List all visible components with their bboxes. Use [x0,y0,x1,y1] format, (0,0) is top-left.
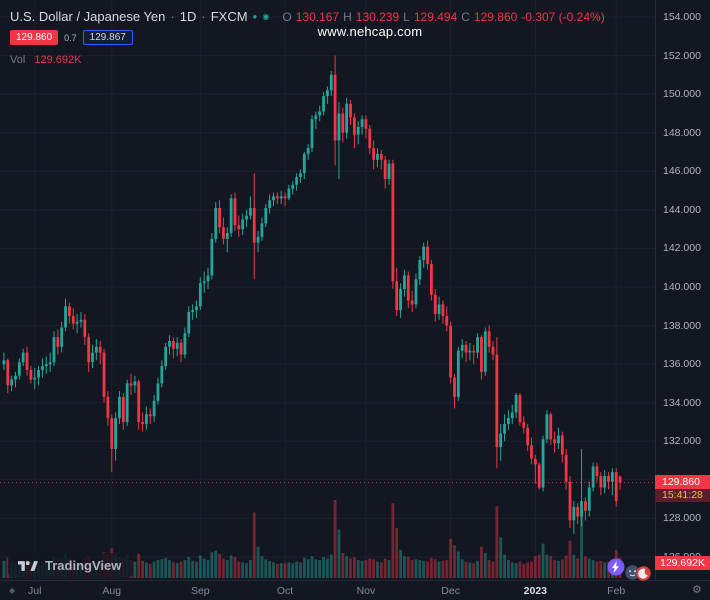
open-value: 130.167 [295,9,340,24]
market-status-icon: ● [252,11,258,21]
ohlc-readout: O 130.167 H 130.239 L 129.494 C 129.860 … [282,10,604,24]
exchange-label[interactable]: FXCM [210,9,248,24]
price-tick: 140.000 [663,281,701,293]
bar-countdown: 15:41:28 [655,488,710,502]
price-tick: 128.000 [663,512,701,525]
price-tick: 136.000 [663,358,701,371]
tradingview-logo[interactable]: TradingView [8,553,134,578]
last-price-marker: 129.860 15:41:28 [655,474,710,502]
price-tick: 142.000 [663,242,701,255]
last-price-value: 129.860 [655,474,710,489]
close-value: 129.860 [473,9,518,24]
sell-button[interactable]: 129.860 [10,30,59,45]
volume-indicator-label[interactable]: Vol [10,54,26,66]
price-tick: 132.000 [663,435,701,448]
time-tick: Jul [28,585,42,597]
timeframe-label[interactable]: 1D [179,9,197,24]
buy-button[interactable]: 129.867 [82,30,133,45]
emoji-moon-icon[interactable] [636,566,651,581]
time-tick: 2023 [523,585,548,597]
last-volume-marker: 129.692K [655,555,710,570]
spread-value: 0.7 [64,32,77,43]
price-tick: 152.000 [663,49,701,62]
axis-corner-icon[interactable]: ◆ [9,586,16,595]
time-tick: Oct [276,585,294,597]
high-label: H [343,9,352,24]
change-value: -0.307 (-0.24%) [521,9,605,24]
low-label: L [403,9,410,24]
legend: U.S. Dollar / Japanese Yen · 1D · FXCM ●… [10,9,605,66]
lightning-icon[interactable] [607,558,625,576]
separator: · [201,9,206,24]
price-tick: 148.000 [663,126,701,139]
settings-gear-icon[interactable]: ⚙ [692,584,702,596]
time-tick: Dec [441,585,460,597]
volume-indicator-row: Vol 129.692K [10,54,605,66]
time-axis[interactable]: Jul Aug Sep Oct Nov Dec 2023 Feb [0,580,710,600]
volume-indicator-value: 129.692K [34,54,82,66]
symbol-title[interactable]: U.S. Dollar / Japanese Yen [10,9,166,24]
price-tick: 134.000 [663,396,701,409]
data-mode-icon: ◉ [262,11,270,21]
price-tick: 138.000 [663,319,701,332]
emoji-sleepy-icon[interactable] [625,565,640,580]
symbol-header-row: U.S. Dollar / Japanese Yen · 1D · FXCM ●… [10,9,605,24]
separator: · [170,9,175,24]
price-tick: 144.000 [663,203,701,216]
price-tick: 146.000 [663,165,701,178]
watermark: www.nehcap.com [317,24,423,39]
time-tick: Sep [190,585,210,597]
bid-ask-row: 129.860 0.7 129.867 [10,30,605,45]
high-value: 130.239 [355,9,400,24]
candlestick-chart[interactable] [0,0,655,580]
tradingview-logo-text: TradingView [45,558,122,573]
close-label: C [461,9,470,24]
low-value: 129.494 [413,9,458,24]
time-tick: Feb [607,585,626,597]
price-tick: 154.000 [663,11,701,23]
tradingview-logo-icon [18,560,38,571]
price-tick: 150.000 [663,88,701,101]
time-tick: Aug [102,585,122,597]
time-tick: Nov [356,585,376,597]
open-label: O [282,9,292,24]
